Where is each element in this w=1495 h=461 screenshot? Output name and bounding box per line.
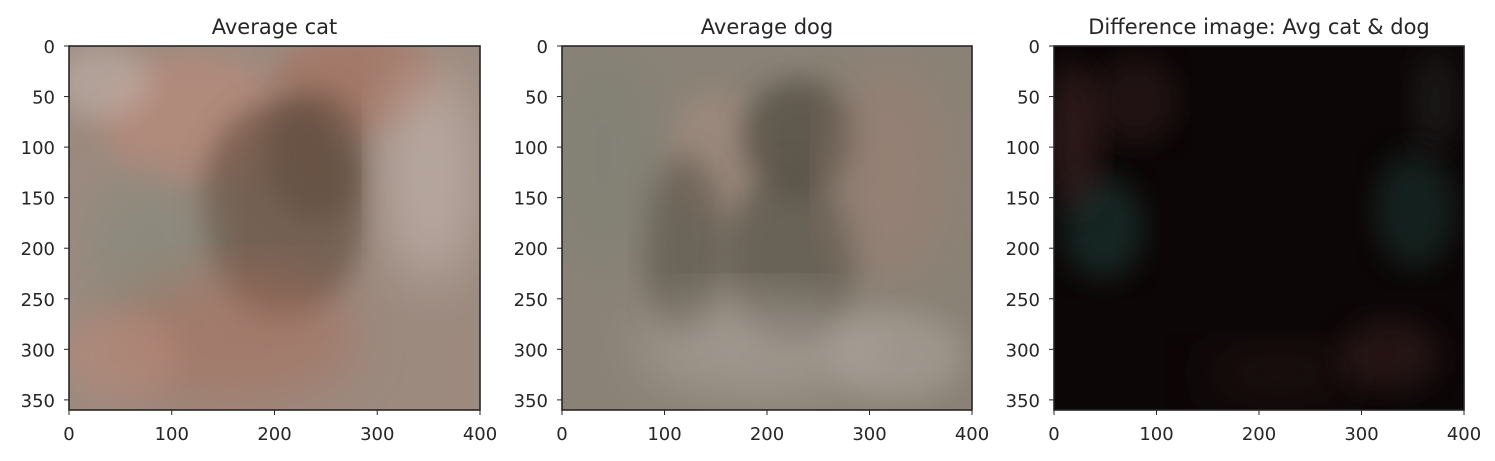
y-tick-label: 50 (525, 88, 548, 109)
y-tick-label: 150 (514, 189, 548, 210)
y-tick-label: 0 (1029, 37, 1040, 58)
x-tick-label: 200 (257, 424, 291, 445)
panel-1: Average cat 0 100 200 300 400 0 50 100 150 200 250 3… (21, 15, 498, 445)
x-tick-label: 100 (155, 424, 189, 445)
image-area (69, 46, 480, 410)
y-tick-label: 150 (21, 189, 55, 210)
y-tick-label: 250 (1006, 290, 1040, 311)
x-tick-label: 0 (556, 424, 567, 445)
y-tick-label: 350 (21, 391, 55, 412)
x-tick-label: 200 (1242, 424, 1276, 445)
y-tick-label: 100 (514, 138, 548, 159)
y-tick-label: 100 (1006, 138, 1040, 159)
x-tick-label: 100 (647, 424, 681, 445)
y-tick-label: 100 (21, 138, 55, 159)
y-tick-label: 50 (1017, 88, 1040, 109)
y-tick-label: 200 (514, 239, 548, 260)
panel-3: Difference image: Avg cat & dog 0 100 200 30… (1006, 15, 1482, 445)
y-tick-label: 200 (1006, 239, 1040, 260)
chart-title: Average cat (212, 15, 338, 39)
chart-title: Difference image: Avg cat & dog (1088, 15, 1430, 39)
chart-title: Average dog (701, 15, 833, 39)
y-tick-label: 150 (1006, 189, 1040, 210)
y-tick-label: 350 (1006, 391, 1040, 412)
x-tick-label: 400 (463, 424, 497, 445)
y-tick-label: 300 (21, 340, 55, 361)
y-tick-label: 350 (514, 391, 548, 412)
y-tick-label: 300 (1006, 340, 1040, 361)
x-tick-label: 100 (1139, 424, 1173, 445)
panel-2: Average dog 0 100 200 300 400 0 50 100 150 200 250 3… (514, 15, 990, 445)
x-tick-label: 200 (750, 424, 784, 445)
y-tick-label: 50 (32, 88, 55, 109)
y-tick-label: 250 (514, 290, 548, 311)
x-tick-label: 0 (63, 424, 74, 445)
y-tick-label: 250 (21, 290, 55, 311)
x-tick-label: 400 (955, 424, 989, 445)
x-tick-label: 300 (852, 424, 886, 445)
y-tick-label: 300 (514, 340, 548, 361)
image-area (562, 46, 972, 410)
x-tick-label: 400 (1447, 424, 1481, 445)
image-area (1054, 46, 1464, 410)
y-tick-label: 0 (537, 37, 548, 58)
y-tick-label: 0 (44, 37, 55, 58)
x-tick-label: 300 (360, 424, 394, 445)
y-tick-label: 200 (21, 239, 55, 260)
x-tick-label: 0 (1048, 424, 1059, 445)
x-tick-label: 300 (1344, 424, 1378, 445)
